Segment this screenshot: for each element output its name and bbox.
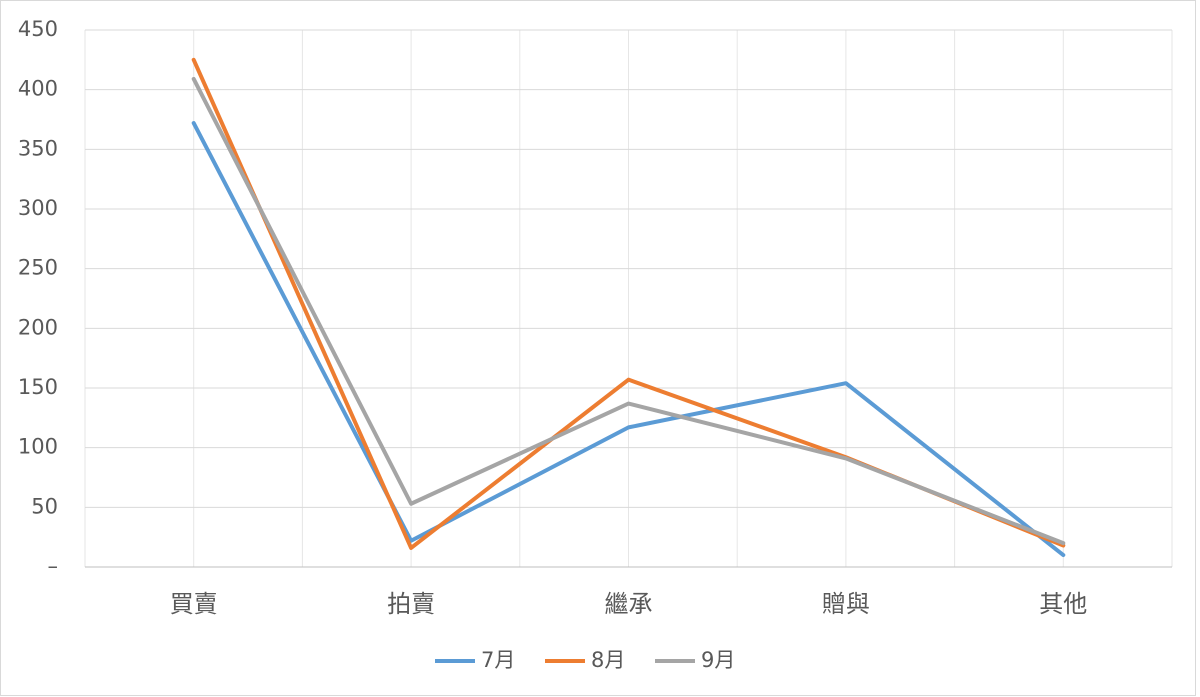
- series-line: [191, 121, 1066, 558]
- y-tick-label: 50: [31, 494, 58, 518]
- y-tick-label: 100: [18, 435, 58, 459]
- x-tick-label: 贈與: [822, 590, 870, 618]
- legend-label: 9月: [701, 648, 735, 672]
- x-tick-label: 拍賣: [387, 590, 435, 618]
- y-tick-label: 350: [18, 136, 58, 160]
- y-tick-label: 150: [18, 375, 58, 399]
- y-tick-label: 450: [18, 17, 58, 41]
- y-tick-label: 250: [18, 256, 58, 280]
- y-tick-label: 300: [18, 196, 58, 220]
- legend-label: 7月: [481, 648, 515, 672]
- y-tick-label: 400: [18, 77, 58, 101]
- x-tick-label: 其他: [1039, 590, 1087, 618]
- series-line: [191, 76, 1066, 546]
- x-tick-label: 繼承: [605, 590, 653, 618]
- y-tick-label: 200: [18, 315, 58, 339]
- y-tick-label: –: [48, 554, 59, 578]
- x-tick-label: 買賣: [170, 590, 218, 618]
- legend-label: 8月: [591, 648, 625, 672]
